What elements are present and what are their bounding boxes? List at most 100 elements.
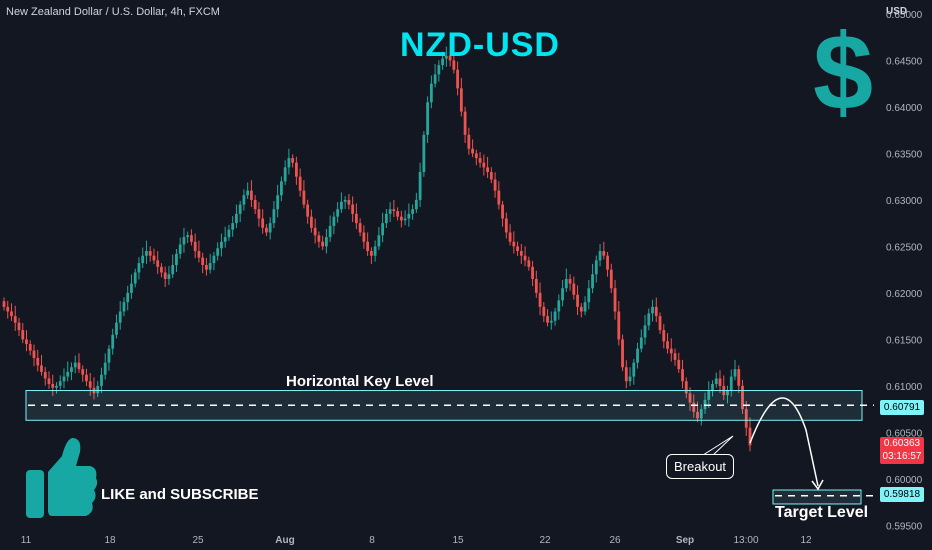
candle-body-86: [324, 237, 328, 247]
candle-body-77: [291, 158, 295, 163]
candle-body-31: [118, 311, 122, 323]
candle-body-15: [58, 381, 62, 386]
candle-body-161: [606, 255, 609, 270]
x-tick-label-4: 8: [369, 535, 375, 546]
projection-path: [749, 397, 819, 487]
candle-body-181: [681, 369, 684, 382]
candle-body-140: [527, 260, 531, 267]
candle-body-164: [617, 311, 621, 340]
candle-body-18: [70, 367, 73, 372]
candle-body-174: [654, 306, 658, 317]
candle-body-71: [268, 223, 272, 233]
candle-body-169: [636, 348, 639, 363]
candle-body-53: [201, 257, 205, 265]
candle-body-11: [43, 371, 47, 379]
candle-body-37: [141, 255, 145, 264]
chart-title: NZD-USD: [400, 26, 560, 64]
candle-body-182: [684, 381, 688, 394]
candle-body-98: [369, 251, 373, 256]
x-tick-label-6: 22: [539, 535, 551, 546]
x-tick-label-0: 11: [21, 535, 32, 546]
candle-body-128: [482, 162, 486, 168]
candle-body-73: [276, 195, 280, 210]
candle-body-79: [298, 176, 302, 191]
candle-body-120: [452, 60, 456, 70]
candle-body-46: [175, 253, 178, 265]
candle-body-78: [295, 162, 298, 177]
candle-body-82: [309, 216, 313, 228]
thumbs-up-cuff: [26, 470, 44, 518]
breakout-callout: Breakout: [666, 454, 735, 479]
candle-body-83: [313, 227, 317, 236]
candle-body-96: [362, 232, 366, 242]
candle-body-74: [280, 181, 283, 196]
target-level-zone: [772, 489, 862, 505]
candle-body-154: [579, 306, 583, 312]
candle-body-97: [366, 241, 370, 252]
x-tick-label-3: Aug: [275, 535, 294, 546]
candle-body-178: [669, 348, 673, 354]
candle-body-45: [171, 265, 175, 275]
candle-body-80: [302, 190, 306, 205]
target-level-price-tag: 0.59818: [880, 487, 924, 502]
thumbs-up-icon: [26, 438, 98, 518]
dollar-sign-icon: $: [812, 11, 874, 132]
candle-body-149: [561, 288, 564, 301]
candle-body-158: [594, 260, 598, 275]
candle-body-103: [388, 209, 392, 214]
y-tick-label-2: 0.64000: [886, 103, 923, 114]
candle-body-109: [411, 209, 415, 214]
candle-body-47: [178, 244, 182, 254]
candle-body-59: [223, 237, 227, 242]
candle-body-64: [242, 195, 246, 205]
candle-body-115: [433, 74, 437, 84]
candle-body-114: [429, 83, 433, 103]
candle-body-25: [96, 385, 100, 394]
candle-body-81: [306, 204, 310, 217]
candle-body-88: [332, 216, 336, 226]
candle-body-191: [718, 378, 722, 386]
candle-body-40: [152, 255, 156, 261]
candle-body-105: [396, 211, 400, 217]
candle-body-165: [621, 339, 624, 368]
candle-body-68: [257, 209, 261, 219]
x-tick-label-1: 18: [104, 535, 116, 546]
symbol-title: New Zealand Dollar / U.S. Dollar, 4h, FX…: [6, 6, 220, 18]
candle-body-137: [516, 246, 519, 252]
candle-body-1: [6, 306, 10, 312]
candle-body-102: [384, 213, 388, 224]
candle-body-3: [13, 316, 17, 323]
thumbs-up-hand: [48, 438, 98, 516]
candle-body-60: [227, 229, 231, 238]
candle-body-199: [748, 427, 752, 446]
y-tick-label-9: 0.60500: [886, 428, 923, 439]
y-tick-label-11: 0.59500: [886, 521, 923, 532]
candle-body-111: [418, 172, 422, 200]
candle-body-62: [235, 213, 238, 224]
x-tick-label-2: 25: [192, 535, 204, 546]
candle-body-22: [85, 374, 88, 382]
y-tick-label-3: 0.63500: [886, 149, 923, 160]
y-tick-label-4: 0.63000: [886, 196, 923, 207]
candle-body-194: [729, 376, 733, 391]
candle-body-90: [339, 201, 343, 210]
candle-body-167: [628, 376, 632, 382]
x-tick-label-9: 13:00: [733, 535, 758, 546]
y-tick-label-8: 0.61000: [886, 382, 923, 393]
candle-body-188: [707, 390, 711, 400]
candle-body-7: [28, 344, 32, 351]
candle-body-95: [358, 223, 362, 233]
candle-body-72: [272, 209, 276, 224]
candle-body-142: [534, 278, 538, 293]
candle-body-159: [598, 251, 602, 261]
countdown-timer: 03:16:57: [882, 451, 922, 462]
candle-body-41: [156, 260, 160, 267]
y-tick-label-0: 0.65000: [886, 10, 923, 21]
candle-body-119: [448, 55, 452, 61]
candle-body-186: [699, 409, 703, 419]
candle-body-69: [261, 218, 265, 228]
candle-body-156: [587, 288, 591, 303]
candle-body-144: [542, 306, 546, 317]
x-tick-label-10: 12: [800, 535, 812, 546]
